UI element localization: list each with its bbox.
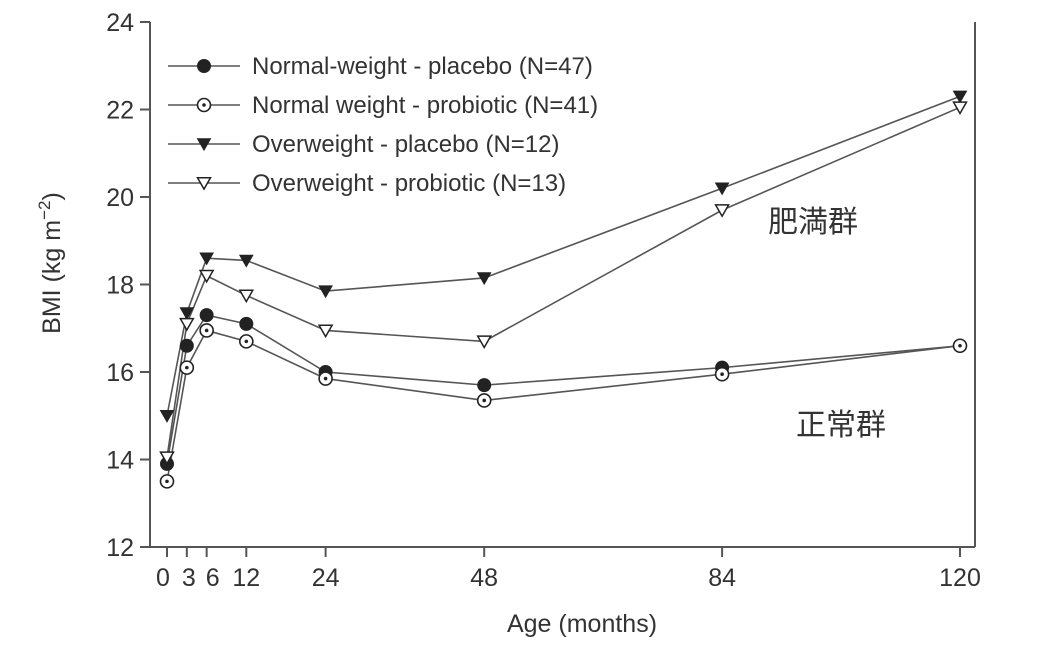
legend: Normal-weight - placebo (N=47) Normal wei… bbox=[168, 53, 598, 197]
marker-triangle bbox=[199, 252, 215, 266]
series-4-point bbox=[179, 317, 195, 332]
marker-center bbox=[202, 103, 206, 107]
annotation-normal-group: 正常群 bbox=[796, 409, 886, 442]
x-tick-label: 3 bbox=[182, 564, 196, 592]
marker-center bbox=[958, 343, 962, 348]
series-4-point bbox=[198, 269, 215, 284]
series-4-point bbox=[476, 335, 492, 350]
series-2-point bbox=[318, 371, 333, 386]
legend-label: Normal weight - probiotic (N=41) bbox=[252, 92, 598, 119]
marker-center bbox=[482, 398, 487, 403]
series-4-point bbox=[317, 324, 334, 339]
series-2-point bbox=[714, 366, 730, 382]
y-axis-title-main: BMI (kg m bbox=[38, 220, 66, 334]
x-tick-label: 12 bbox=[232, 564, 260, 592]
marker-triangle bbox=[196, 177, 212, 191]
marker-triangle bbox=[952, 90, 968, 104]
marker-triangle bbox=[476, 272, 492, 286]
series-3-point bbox=[199, 252, 215, 266]
series-3-point bbox=[714, 182, 730, 196]
marker-dot bbox=[179, 338, 194, 353]
marker-triangle bbox=[198, 269, 215, 284]
series-3-point bbox=[318, 285, 333, 299]
y-tick-label: 24 bbox=[106, 9, 134, 37]
legend-marker bbox=[196, 97, 212, 113]
series-3-point bbox=[179, 307, 195, 321]
series-2-point bbox=[179, 360, 195, 375]
x-tick-label: 24 bbox=[312, 564, 340, 592]
series-1-point bbox=[179, 338, 194, 353]
marker-triangle bbox=[714, 182, 730, 196]
axis-ticks: 12 14 16 18 20 22 24 0 3 6 12 24 48 84 120 bbox=[106, 9, 981, 592]
marker-dot bbox=[197, 59, 211, 73]
x-tick-label: 120 bbox=[939, 564, 981, 592]
series-line-2 bbox=[166, 329, 961, 482]
annotation-obese-group: 肥満群 bbox=[768, 206, 858, 239]
x-tick-label: 0 bbox=[156, 564, 170, 592]
series-2-point bbox=[159, 474, 175, 489]
series-4-point bbox=[714, 204, 730, 218]
marker-center bbox=[244, 339, 249, 344]
legend-label: Overweight - placebo (N=12) bbox=[252, 131, 559, 158]
series-2-point bbox=[952, 338, 968, 354]
marker-dot bbox=[199, 308, 214, 323]
marker-triangle bbox=[179, 307, 195, 321]
series-4-point bbox=[952, 101, 968, 115]
series-line-4 bbox=[166, 106, 961, 458]
series-2-point bbox=[199, 323, 214, 338]
marker-center bbox=[185, 365, 189, 370]
series-1-point bbox=[239, 316, 254, 331]
legend-label: Overweight - probiotic (N=13) bbox=[252, 170, 566, 197]
marker-dot bbox=[477, 378, 492, 393]
marker-triangle bbox=[238, 254, 254, 268]
marker-triangle bbox=[317, 324, 334, 339]
series-1-point bbox=[477, 378, 492, 393]
y-axis-title: BMI (kg m−2) bbox=[35, 192, 66, 334]
series-3-point bbox=[238, 254, 254, 268]
marker-center bbox=[204, 328, 209, 333]
y-tick-label: 22 bbox=[106, 97, 134, 125]
series-3-point bbox=[476, 272, 492, 286]
marker-triangle bbox=[238, 289, 255, 304]
y-tick-label: 12 bbox=[106, 534, 134, 562]
y-tick-label: 14 bbox=[106, 447, 134, 475]
marker-triangle bbox=[159, 410, 175, 423]
series-3-point bbox=[159, 410, 175, 423]
x-axis-title: Age (months) bbox=[507, 610, 657, 638]
series-2-point bbox=[476, 393, 492, 408]
y-tick-label: 16 bbox=[106, 359, 134, 387]
series-markers bbox=[159, 90, 968, 489]
marker-center bbox=[720, 372, 724, 376]
series-2-point bbox=[239, 334, 254, 349]
y-tick-label: 18 bbox=[106, 272, 134, 300]
x-tick-label: 6 bbox=[206, 564, 220, 592]
marker-center bbox=[165, 479, 169, 484]
x-tick-label: 48 bbox=[470, 564, 498, 592]
y-tick-label: 20 bbox=[106, 184, 134, 212]
legend-marker bbox=[196, 138, 212, 152]
y-axis-title-sup: −2 bbox=[35, 201, 54, 220]
marker-triangle bbox=[179, 317, 195, 332]
series-4-point bbox=[238, 289, 255, 304]
marker-triangle bbox=[196, 138, 212, 152]
series-3-point bbox=[952, 90, 968, 104]
marker-triangle bbox=[714, 204, 730, 218]
series-line-3 bbox=[166, 95, 961, 416]
marker-triangle bbox=[476, 335, 492, 350]
marker-triangle bbox=[159, 451, 175, 465]
marker-triangle bbox=[952, 101, 968, 115]
x-tick-label: 84 bbox=[708, 564, 736, 592]
series-1-point bbox=[199, 308, 214, 323]
marker-dot bbox=[239, 316, 254, 331]
legend-label: Normal-weight - placebo (N=47) bbox=[252, 53, 593, 80]
y-axis-title-close: ) bbox=[38, 192, 66, 200]
marker-center bbox=[323, 376, 328, 381]
marker-triangle bbox=[318, 285, 333, 299]
legend-marker bbox=[196, 177, 212, 191]
series-4-point bbox=[159, 451, 175, 465]
legend-marker bbox=[197, 59, 211, 73]
